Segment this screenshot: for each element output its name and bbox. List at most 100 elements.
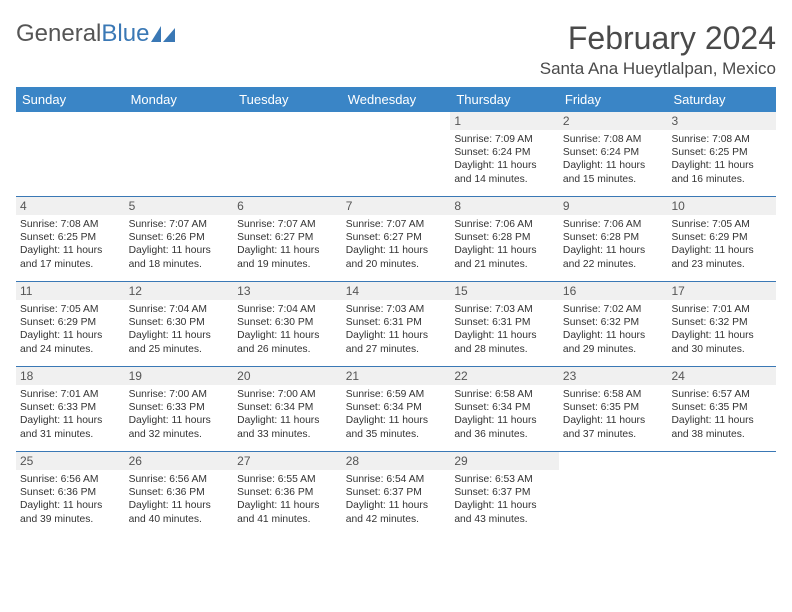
day-cell: . [125, 112, 234, 196]
day-cell: 11 Sunrise: 7:05 AMSunset: 6:29 PMDayligh… [16, 282, 125, 366]
daylight: Daylight: 11 hours and 20 minutes. [346, 244, 447, 270]
day-facts: Sunrise: 7:01 AMSunset: 6:33 PMDaylight:… [20, 388, 121, 441]
day-facts: Sunrise: 7:00 AMSunset: 6:34 PMDaylight:… [237, 388, 338, 441]
daylight: Daylight: 11 hours and 29 minutes. [563, 329, 664, 355]
sunset: Sunset: 6:37 PM [454, 486, 555, 499]
sunset: Sunset: 6:28 PM [454, 231, 555, 244]
daylight: Daylight: 11 hours and 31 minutes. [20, 414, 121, 440]
day-facts: Sunrise: 6:56 AMSunset: 6:36 PMDaylight:… [20, 473, 121, 526]
daylight: Daylight: 11 hours and 26 minutes. [237, 329, 338, 355]
day-cell: 8Sunrise: 7:06 AMSunset: 6:28 PMDaylight… [450, 197, 559, 281]
day-facts: Sunrise: 7:03 AMSunset: 6:31 PMDaylight:… [346, 303, 447, 356]
day-facts: Sunrise: 7:05 AMSunset: 6:29 PMDaylight:… [20, 303, 121, 356]
daylight: Daylight: 11 hours and 35 minutes. [346, 414, 447, 440]
day-facts: Sunrise: 7:08 AMSunset: 6:25 PMDaylight:… [671, 133, 772, 186]
sunrise: Sunrise: 7:00 AM [129, 388, 230, 401]
daylight: Daylight: 11 hours and 18 minutes. [129, 244, 230, 270]
day-number: 1 [450, 112, 559, 130]
sunset: Sunset: 6:33 PM [20, 401, 121, 414]
day-facts: Sunrise: 6:59 AMSunset: 6:34 PMDaylight:… [346, 388, 447, 441]
day-cell: . [667, 452, 776, 536]
daylight: Daylight: 11 hours and 36 minutes. [454, 414, 555, 440]
day-number: 5 [125, 197, 234, 215]
day-facts: Sunrise: 7:04 AMSunset: 6:30 PMDaylight:… [237, 303, 338, 356]
day-cell: 2Sunrise: 7:08 AMSunset: 6:24 PMDaylight… [559, 112, 668, 196]
sunset: Sunset: 6:34 PM [454, 401, 555, 414]
day-facts: Sunrise: 6:55 AMSunset: 6:36 PMDaylight:… [237, 473, 338, 526]
day-number: 14 [342, 282, 451, 300]
sunset: Sunset: 6:36 PM [237, 486, 338, 499]
sunset: Sunset: 6:35 PM [671, 401, 772, 414]
location: Santa Ana Hueytlalpan, Mexico [540, 59, 776, 79]
day-cell: 28Sunrise: 6:54 AMSunset: 6:37 PMDayligh… [342, 452, 451, 536]
sunset: Sunset: 6:30 PM [237, 316, 338, 329]
day-cell: . [16, 112, 125, 196]
day-facts: Sunrise: 7:09 AMSunset: 6:24 PMDaylight:… [454, 133, 555, 186]
sunrise: Sunrise: 7:07 AM [237, 218, 338, 231]
day-cell: 6Sunrise: 7:07 AMSunset: 6:27 PMDaylight… [233, 197, 342, 281]
day-number: 22 [450, 367, 559, 385]
day-cell: 21 Sunrise: 6:59 AMSunset: 6:34 PMDayligh… [342, 367, 451, 451]
sunrise: Sunrise: 7:05 AM [20, 303, 121, 316]
daylight: Daylight: 11 hours and 42 minutes. [346, 499, 447, 525]
sunrise: Sunrise: 7:08 AM [671, 133, 772, 146]
week-row: ....1Sunrise: 7:09 AMSunset: 6:24 PMDayl… [16, 112, 776, 197]
day-facts: Sunrise: 7:08 AMSunset: 6:25 PMDaylight:… [20, 218, 121, 271]
day-number: 12 [125, 282, 234, 300]
logo-text-2: Blue [101, 20, 149, 48]
sunset: Sunset: 6:36 PM [129, 486, 230, 499]
day-facts: Sunrise: 7:07 AMSunset: 6:26 PMDaylight:… [129, 218, 230, 271]
sunset: Sunset: 6:33 PM [129, 401, 230, 414]
day-facts: Sunrise: 7:06 AMSunset: 6:28 PMDaylight:… [454, 218, 555, 271]
sunset: Sunset: 6:31 PM [454, 316, 555, 329]
sunrise: Sunrise: 7:08 AM [20, 218, 121, 231]
month-year: February 2024 [540, 20, 776, 57]
daylight: Daylight: 11 hours and 28 minutes. [454, 329, 555, 355]
day-cell: . [559, 452, 668, 536]
sunset: Sunset: 6:34 PM [237, 401, 338, 414]
sunrise: Sunrise: 6:59 AM [346, 388, 447, 401]
day-cell: 25Sunrise: 6:56 AMSunset: 6:36 PMDayligh… [16, 452, 125, 536]
sunset: Sunset: 6:34 PM [346, 401, 447, 414]
sunrise: Sunrise: 6:56 AM [129, 473, 230, 486]
day-number: 9 [559, 197, 668, 215]
weekday-sun: Sunday [16, 87, 125, 112]
day-cell: 17Sunrise: 7:01 AMSunset: 6:32 PMDayligh… [667, 282, 776, 366]
day-number: 16 [559, 282, 668, 300]
daylight: Daylight: 11 hours and 33 minutes. [237, 414, 338, 440]
sunrise: Sunrise: 7:07 AM [346, 218, 447, 231]
day-facts: Sunrise: 7:03 AMSunset: 6:31 PMDaylight:… [454, 303, 555, 356]
weeks-container: .... 1 Sunrise: 7:09 AMSunset: 6:24 PMDayl… [16, 112, 776, 536]
daylight: Daylight: 11 hours and 38 minutes. [671, 414, 772, 440]
day-facts: Sunrise: 7:02 AMSunset: 6:32 PMDaylight:… [563, 303, 664, 356]
daylight: Daylight: 11 hours and 16 minutes. [671, 159, 772, 185]
day-number: 11 [16, 282, 125, 300]
daylight: Daylight: 11 hours and 22 minutes. [563, 244, 664, 270]
weekday-fri: Friday [559, 87, 668, 112]
day-cell: 13Sunrise: 7:04 AMSunset: 6:30 PMDayligh… [233, 282, 342, 366]
sunrise: Sunrise: 7:04 AM [237, 303, 338, 316]
header: GeneralBlue February 2024 Santa Ana Huey… [16, 20, 776, 79]
day-number: 7 [342, 197, 451, 215]
day-number: 29 [450, 452, 559, 470]
sunrise: Sunrise: 7:00 AM [237, 388, 338, 401]
sunrise: Sunrise: 6:58 AM [454, 388, 555, 401]
sunrise: Sunrise: 6:57 AM [671, 388, 772, 401]
day-number: 21 [342, 367, 451, 385]
daylight: Daylight: 11 hours and 14 minutes. [454, 159, 555, 185]
day-facts: Sunrise: 6:58 AMSunset: 6:35 PMDaylight:… [563, 388, 664, 441]
sunset: Sunset: 6:31 PM [346, 316, 447, 329]
day-cell: 27Sunrise: 6:55 AMSunset: 6:36 PMDayligh… [233, 452, 342, 536]
weekday-wed: Wednesday [342, 87, 451, 112]
day-cell: 18Sunrise: 7:01 AMSunset: 6:33 PMDayligh… [16, 367, 125, 451]
day-facts: Sunrise: 6:57 AMSunset: 6:35 PMDaylight:… [671, 388, 772, 441]
sunset: Sunset: 6:28 PM [563, 231, 664, 244]
sunrise: Sunrise: 6:56 AM [20, 473, 121, 486]
day-cell: 14 Sunrise: 7:03 AMSunset: 6:31 PMDayligh… [342, 282, 451, 366]
week-row: 25Sunrise: 6:56 AMSunset: 6:36 PMDayligh… [16, 452, 776, 536]
sunset: Sunset: 6:24 PM [454, 146, 555, 159]
day-facts: Sunrise: 7:04 AMSunset: 6:30 PMDaylight:… [129, 303, 230, 356]
day-facts: Sunrise: 7:00 AMSunset: 6:33 PMDaylight:… [129, 388, 230, 441]
day-number: 2 [559, 112, 668, 130]
day-number: 3 [667, 112, 776, 130]
